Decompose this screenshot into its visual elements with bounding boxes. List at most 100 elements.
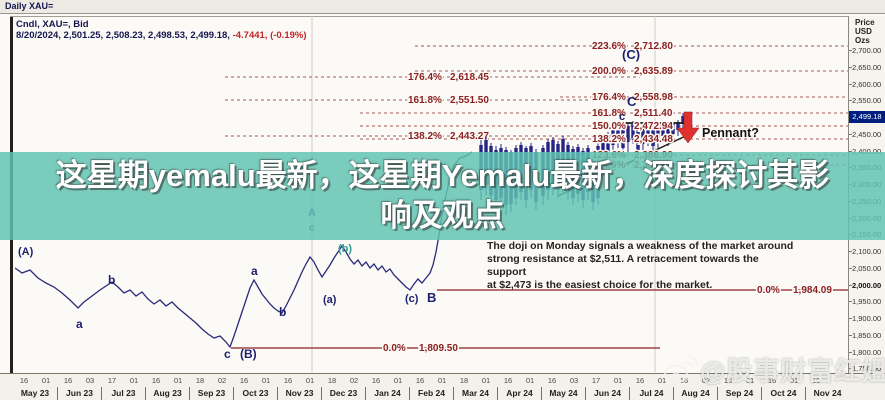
weibo-icon (663, 355, 698, 384)
wave-label: c (224, 347, 231, 361)
time-axis-minor-tick: 16 (547, 376, 557, 385)
candle-body (626, 126, 630, 142)
legend-series: Cndl, XAU=, Bid (16, 19, 89, 30)
fib-level-price: 2,434.48 (634, 134, 673, 145)
wave-label: b (108, 273, 115, 287)
time-axis-minor-tick: 02 (217, 376, 227, 385)
time-axis-month-label: Oct 23 (233, 387, 277, 400)
time-axis-minor-tick: 16 (63, 376, 73, 385)
time-axis-minor-tick: 16 (503, 376, 513, 385)
wave-label: C (627, 94, 637, 109)
candle-body (616, 124, 620, 140)
time-axis-month-label: Sep 24 (717, 387, 761, 400)
fib-level-price: 2,618.45 (450, 72, 489, 83)
price-axis-tick: 2,550.00 (849, 96, 885, 105)
time-axis-minor-tick: 01 (657, 376, 667, 385)
candle-body (656, 125, 660, 142)
wave-label: (a) (323, 294, 337, 306)
candle-body (676, 122, 680, 130)
time-axis-minor-tick: 16 (811, 376, 821, 385)
time-axis-month-label: Oct 24 (761, 387, 805, 400)
fib-level-price: 2,443.27 (450, 131, 489, 142)
price-axis-tick: 1,800.00 (849, 348, 885, 357)
time-axis-minor-tick: 01 (789, 376, 799, 385)
candle-body (611, 128, 615, 145)
time-axis-minor-tick: 01 (41, 376, 51, 385)
time-axis-month-label: Dec 23 (321, 387, 365, 400)
retracement-price: 1,809.50 (419, 343, 458, 354)
plot-frame-top (10, 16, 848, 17)
pennant-label: Pennant? (702, 126, 759, 140)
candle-body (651, 128, 655, 146)
candle-body (661, 123, 665, 136)
price-axis-tick: 2,600.00 (849, 80, 885, 89)
time-axis-minor-tick: 01 (481, 376, 491, 385)
wave-label: c (619, 111, 625, 123)
time-axis-minor-tick: 17 (591, 376, 601, 385)
time-axis-month-label: Sep 23 (189, 387, 233, 400)
time-axis-minor-tick: 01 (745, 376, 755, 385)
price-axis-unit: Price USD Ozs (855, 18, 875, 45)
candle-body (631, 123, 635, 138)
time-axis-month-label: Jul 23 (101, 387, 145, 400)
wave-label: b (279, 305, 286, 319)
price-axis-tick: 1,950.00 (849, 297, 885, 306)
candle-body (681, 116, 685, 124)
fib-level-label: 138.2% (592, 134, 626, 145)
time-axis-minor-tick: 18 (195, 376, 205, 385)
price-line (14, 151, 473, 349)
candle-body (636, 130, 640, 150)
time-axis-minor-tick: 01 (129, 376, 139, 385)
fib-level-label: 176.4% (408, 72, 442, 83)
time-axis-minor-tick: 01 (305, 376, 315, 385)
fib-level-price: 2,472.94 (634, 121, 673, 132)
time-axis-minor-tick: 01 (393, 376, 403, 385)
fib-level-price: 2,635.89 (634, 66, 673, 77)
time-axis-minor-tick: 16 (767, 376, 777, 385)
time-axis-month-label: Apr 24 (497, 387, 541, 400)
time-axis-minor-tick: 03 (569, 376, 579, 385)
time-axis-month-label: Feb 24 (409, 387, 453, 400)
price-axis-tick: 1,750.00 (849, 364, 885, 373)
time-axis-minor-tick: 16 (635, 376, 645, 385)
time-axis-minor-tick: 16 (723, 376, 733, 385)
watermark: @股事财富红姐 (662, 351, 885, 388)
time-axis-month-label: Jun 23 (57, 387, 101, 400)
price-axis-tick: 2,700.00 (849, 46, 885, 55)
wave-label: a (76, 317, 83, 331)
headline-text: 这星期yemalu最新，这星期Yemalu最新，深度探讨其影 响及观点 (55, 158, 830, 233)
time-axis-minor-tick: 16 (19, 376, 29, 385)
fib-level-label: 176.4% (592, 92, 626, 103)
price-axis-tick: 2,450.00 (849, 130, 885, 139)
time-axis-month-label: Aug 24 (673, 387, 717, 400)
fib-level-label: 150.0% (592, 121, 626, 132)
time-axis-minor-tick: 01 (261, 376, 271, 385)
time-axis-minor-tick: 18 (327, 376, 337, 385)
time-axis-minor-tick: 17 (107, 376, 117, 385)
time-axis-minor-tick: 01 (437, 376, 447, 385)
time-axis-month-label: Nov 23 (277, 387, 321, 400)
candle-body (671, 124, 675, 134)
window-title: Daily XAU= (5, 1, 54, 11)
fib-level-price: 2,558.98 (634, 92, 673, 103)
fib-level-price: 2,551.50 (450, 95, 489, 106)
time-axis-minor-tick: 03 (85, 376, 95, 385)
time-axis-minor-tick: 16 (371, 376, 381, 385)
analyst-note-line: strong resistance at $2,511. A retraceme… (487, 253, 759, 278)
time-axis[interactable]: 16 01 16 03 17 01 16 01 18 02 16 01 16 01 18 02 16 01 16 01… (0, 373, 885, 400)
sell-arrow-icon (676, 111, 700, 144)
price-axis-tick: 2,100.00 (849, 247, 885, 256)
wave-label: (B) (240, 347, 257, 361)
retracement-pct: 0.0% (383, 343, 406, 354)
time-axis-month-label: Mar 24 (453, 387, 497, 400)
time-axis-month-label: Jul 24 (629, 387, 673, 400)
watermark-handle: @股事财富红姐 (700, 356, 885, 386)
time-axis-minor-tick: 16 (151, 376, 161, 385)
candle-body (606, 135, 610, 152)
time-axis-minor-tick: 02 (701, 376, 711, 385)
fib-level-label: 223.6% (592, 41, 626, 52)
window-title-bar[interactable]: Daily XAU= (0, 0, 885, 14)
legend-change: -4.7441, (-0.19%) (229, 30, 307, 41)
candle-body (646, 124, 650, 138)
